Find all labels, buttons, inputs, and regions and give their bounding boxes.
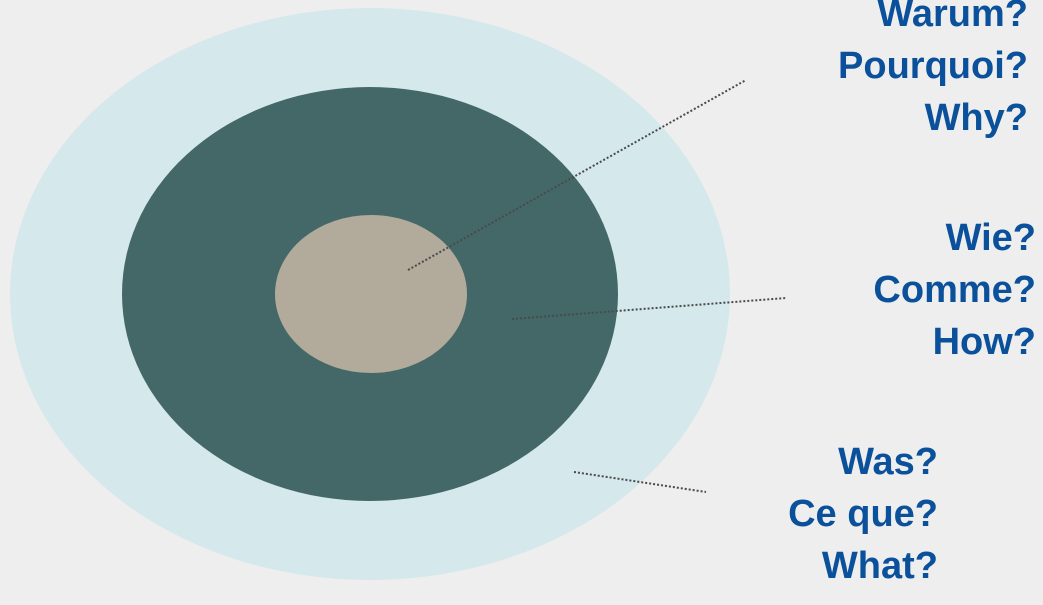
label-group-what: Was? Ce que? What? [700,436,938,592]
label-why-de: Warum? [877,0,1028,35]
label-group-why: Warum? Pourquoi? Why? [760,0,1028,144]
core-circle-why [275,215,467,373]
label-why-en: Why? [924,97,1028,139]
label-why-fr: Pourquoi? [838,45,1028,87]
leader-line-how [511,297,787,320]
label-what-en: What? [821,545,938,587]
leader-line-why [407,79,747,271]
label-how-en: How? [932,321,1036,363]
label-group-how: Wie? Comme? How? [760,212,1036,368]
label-what-fr: Ce que? [788,493,938,535]
label-what-de: Was? [838,441,938,483]
label-how-de: Wie? [945,217,1036,259]
label-how-fr: Comme? [873,269,1036,311]
